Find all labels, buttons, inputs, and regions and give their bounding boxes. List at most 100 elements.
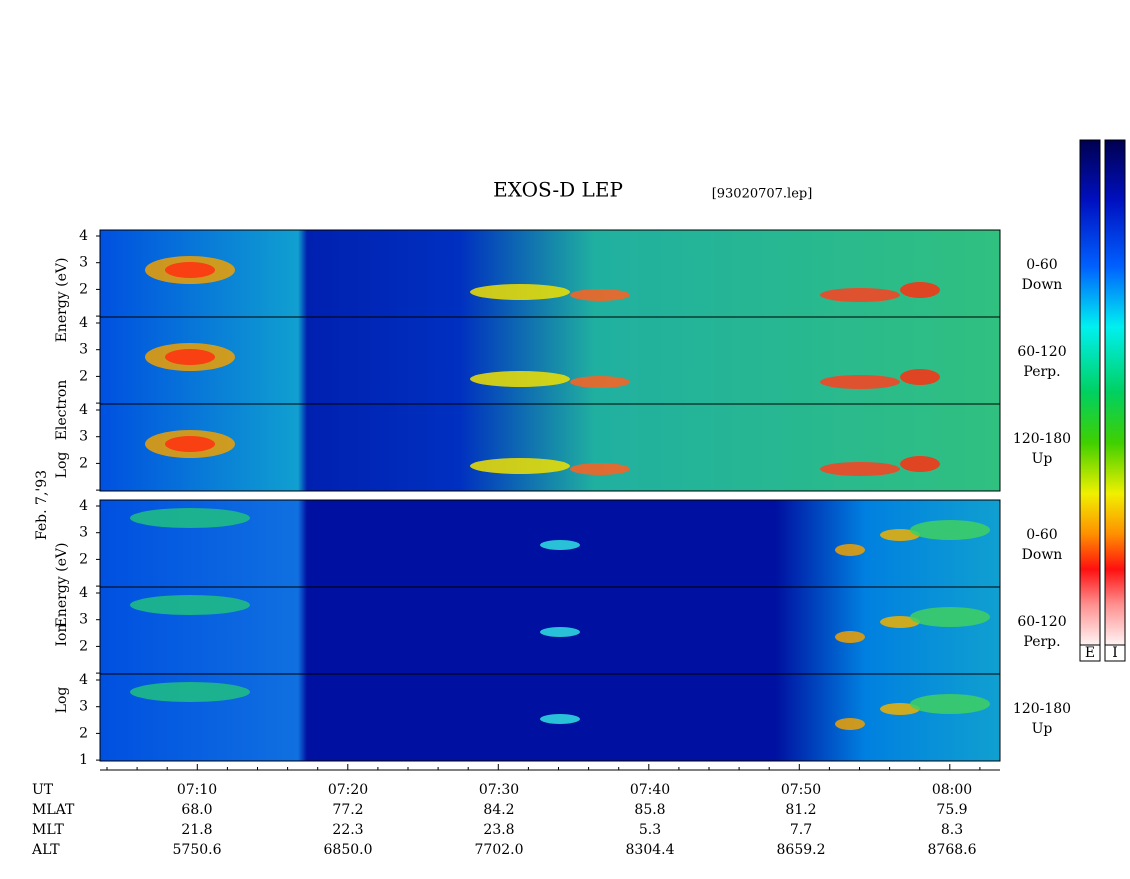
y-tick-label: 3 [79,429,88,445]
flux-patch [130,682,250,702]
row-value: 5.3 [639,822,661,838]
flux-patch [880,703,920,715]
flux-patch [880,616,920,628]
spectrogram-panel [99,403,1001,492]
flux-patch [165,349,215,365]
flux-patch [470,371,570,387]
colorbar-label-box [1104,644,1126,662]
flux-patch [540,540,580,550]
row-value: 7702.0 [475,842,524,858]
angle-label: Down [1022,547,1063,563]
y-tick-label: 2 [79,455,88,471]
y-tick-label: 3 [79,255,88,271]
colorbar-label: I [1112,645,1118,661]
angle-label: 60-120 [1017,614,1066,630]
y-axis-label: Log [54,452,70,479]
row-value: 8659.2 [777,842,826,858]
flux-patch [540,627,580,637]
angle-label: 0-60 [1026,257,1057,273]
flux-patch [470,458,570,474]
row-value: 08:00 [932,782,972,798]
angle-label: Up [1032,451,1053,467]
angle-label: 0-60 [1026,527,1057,543]
row-value: 81.2 [785,802,816,818]
colorbar-label-box [1079,644,1101,662]
y-tick-label: 4 [79,315,88,331]
y-tick-label: 3 [79,342,88,358]
flux-patch [910,607,990,627]
y-axis-label: Energy (eV) [54,543,70,628]
row-value: 07:30 [479,782,519,798]
colorbar [1079,139,1101,646]
flux-patch [570,376,630,388]
row-value: 85.8 [634,802,665,818]
flux-patch [835,544,865,556]
row-value: 68.0 [181,802,212,818]
flux-patch [165,436,215,452]
row-value: 22.3 [332,822,363,838]
spectrogram-panel [99,316,1001,405]
angle-label: Perp. [1023,364,1060,380]
flux-patch [540,714,580,724]
row-value: 07:40 [630,782,670,798]
flux-patch [820,375,900,389]
y-tick-label: 3 [79,699,88,715]
file-name: [93020707.lep] [712,187,813,202]
row-value: 23.8 [483,822,514,838]
row-label: MLAT [32,802,75,818]
row-value: 21.8 [181,822,212,838]
y-tick-label: 2 [79,638,88,654]
flux-patch [570,463,630,475]
row-value: 8304.4 [626,842,675,858]
row-value: 5750.6 [173,842,222,858]
row-value: 8768.6 [928,842,977,858]
flux-patch [900,369,940,385]
flux-patch [910,520,990,540]
y-tick-label: 4 [79,228,88,244]
date-label: Feb. 7,'93 [34,470,50,540]
row-value: 07:20 [328,782,368,798]
angle-label: Up [1032,721,1053,737]
row-value: 7.7 [790,822,812,838]
angle-label: Down [1022,277,1063,293]
flux-patch [900,456,940,472]
y-axis-label: Log [54,687,70,714]
y-tick-label: 4 [79,498,88,514]
colorbar-label: E [1085,645,1095,661]
flux-patch [910,694,990,714]
y-tick-label: 4 [79,672,88,688]
angle-label: 60-120 [1017,344,1066,360]
row-value: 07:50 [781,782,821,798]
flux-patch [820,288,900,302]
y-tick-label: 2 [79,551,88,567]
angle-label: 120-180 [1013,701,1071,717]
y-tick-label: 3 [79,525,88,541]
flux-patch [835,718,865,730]
y-tick-label: 3 [79,612,88,628]
flux-patch [570,289,630,301]
row-value: 77.2 [332,802,363,818]
row-value: 6850.0 [324,842,373,858]
title: EXOS-D LEP [493,178,623,202]
y-tick-label: 2 [79,725,88,741]
flux-patch [880,529,920,541]
row-value: 84.2 [483,802,514,818]
y-tick-label: 2 [79,368,88,384]
y-tick-label: 4 [79,402,88,418]
angle-label: Perp. [1023,634,1060,650]
spectrogram-panel [99,229,1001,318]
angle-label: 120-180 [1013,431,1071,447]
y-axis-label: Ion [54,624,70,647]
row-value: 07:10 [177,782,217,798]
flux-patch [130,508,250,528]
colorbar [1104,139,1126,646]
flux-patch [820,462,900,476]
y-tick-label: 1 [79,752,88,768]
flux-patch [165,262,215,278]
row-label: ALT [31,842,60,858]
row-label: UT [32,782,54,798]
flux-patch [835,631,865,643]
y-axis-label: Energy (eV) [54,258,70,343]
